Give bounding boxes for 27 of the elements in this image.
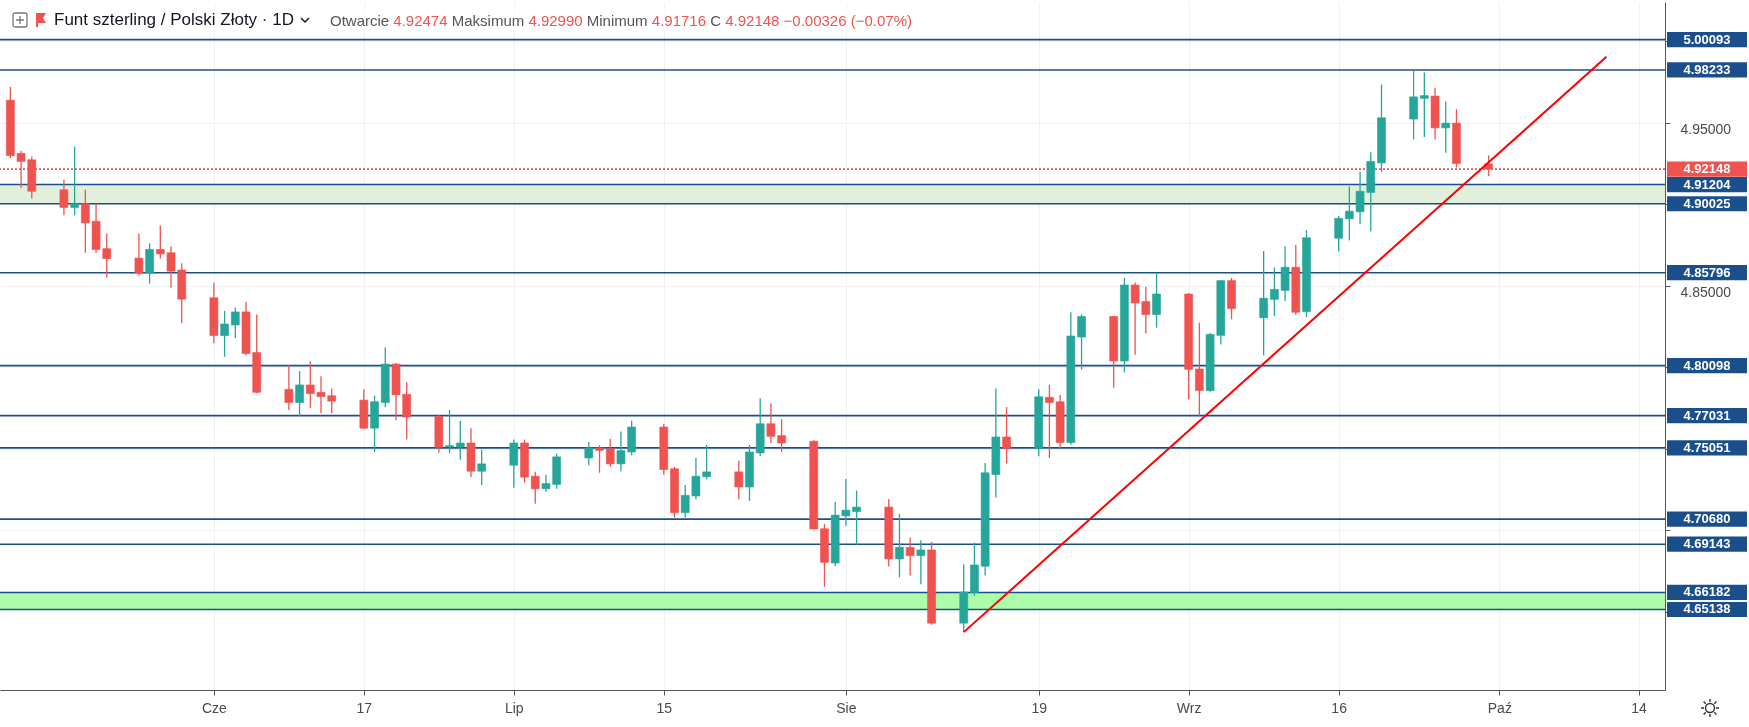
y-tick-label: 4.85000 bbox=[1680, 284, 1732, 301]
ref-line-label: 4.77031 bbox=[1683, 407, 1731, 423]
ref-line-label: 4.65138 bbox=[1683, 601, 1731, 617]
x-tick-label: 16 bbox=[1331, 699, 1348, 716]
ref-line-label: 4.70680 bbox=[1683, 511, 1731, 527]
ref-line-label: 4.85796 bbox=[1683, 264, 1731, 280]
text: Otwarcie 4.92474 Maksimum 4.92990 Minimum 4.91716 C 4.92148 −0.00326 (−0.07%) bbox=[329, 11, 913, 29]
chart-title: Funt szterling / Polski Złoty · 1D bbox=[54, 10, 294, 30]
ref-line-label: 4.75051 bbox=[1683, 439, 1731, 455]
ref-line-label: 4.91204 bbox=[1683, 176, 1732, 192]
x-tick-label: 17 bbox=[356, 699, 373, 716]
ref-line-label: 4.92148 bbox=[1683, 161, 1731, 177]
x-tick-label: Lip bbox=[504, 699, 524, 716]
x-tick-label: Paź bbox=[1487, 699, 1512, 716]
ref-line-label: 4.69143 bbox=[1683, 536, 1731, 552]
ref-line-label: 4.90025 bbox=[1683, 195, 1731, 211]
x-tick-label: Cze bbox=[201, 699, 228, 716]
ref-line-label: 4.98233 bbox=[1683, 61, 1731, 77]
x-tick-label: Sie bbox=[836, 699, 857, 716]
ref-line-label: 5.00093 bbox=[1683, 31, 1731, 47]
x-tick-label: 14 bbox=[1631, 699, 1648, 716]
ref-line-label: 4.80098 bbox=[1683, 357, 1731, 373]
y-tick-label: 4.95000 bbox=[1680, 121, 1732, 138]
ref-line-label: 4.66182 bbox=[1683, 584, 1731, 600]
x-tick-label: 15 bbox=[656, 699, 673, 716]
x-tick-label: Wrz bbox=[1176, 699, 1202, 716]
x-tick-label: 19 bbox=[1031, 699, 1048, 716]
